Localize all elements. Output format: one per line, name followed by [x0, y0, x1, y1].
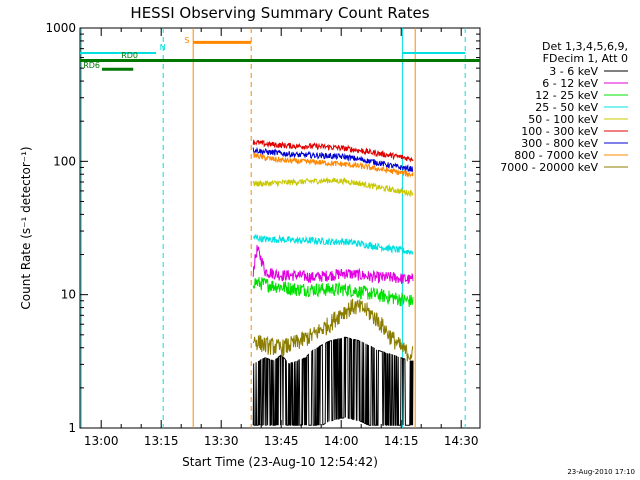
plot-frame [79, 27, 481, 429]
legend: Det 1,3,4,5,6,9,FDecim 1, Att 03 - 6 keV… [500, 40, 628, 174]
series-line [252, 298, 414, 362]
x-tick-label: 13:45 [264, 434, 299, 448]
series-line [253, 233, 414, 255]
x-tick-label: 14:00 [324, 434, 359, 448]
series-line [252, 177, 414, 198]
legend-entry: 12 - 25 keV [535, 89, 598, 102]
legend-entry: 100 - 300 keV [521, 125, 598, 138]
y-tick-label: 100 [53, 154, 76, 168]
series-line [252, 276, 414, 308]
legend-header: Det 1,3,4,5,6,9, [542, 40, 628, 53]
y-tick-label: 1 [68, 421, 76, 435]
chart-title: HESSI Observing Summary Count Rates [130, 4, 429, 22]
series-line [252, 139, 414, 163]
x-tick-label: 13:30 [204, 434, 239, 448]
legend-entry: 25 - 50 keV [535, 101, 598, 114]
footer-timestamp: 23-Aug-2010 17:10 [567, 468, 635, 476]
x-axis-label: Start Time (23-Aug-10 12:54:42) [182, 455, 378, 469]
x-axis: 13:00 13:15 13:30 13:45 14:00 14:15 14:30 [84, 28, 479, 448]
y-tick-label: 10 [61, 288, 76, 302]
legend-entry: 50 - 100 keV [528, 113, 598, 126]
legend-entry: 300 - 800 keV [521, 137, 598, 150]
legend-header: FDecim 1, Att 0 [543, 52, 628, 65]
x-tick-label: 13:00 [84, 434, 119, 448]
legend-entry: 7000 - 20000 keV [500, 161, 598, 174]
x-tick-label: 13:15 [144, 434, 179, 448]
legend-entry: 6 - 12 keV [542, 77, 598, 90]
y-tick-label: 1000 [45, 21, 76, 35]
series-line [252, 146, 414, 173]
y-axis-label: Count Rate (s⁻¹ detector⁻¹) [19, 146, 33, 309]
mode-label: N [160, 43, 166, 52]
y-axis: 1 10 100 1000 [45, 21, 480, 435]
series-line [252, 336, 414, 426]
legend-entry: 3 - 6 keV [549, 65, 598, 78]
plot-area [79, 27, 481, 429]
series-line [253, 151, 414, 178]
x-tick-label: 14:15 [384, 434, 419, 448]
series-line [252, 244, 414, 285]
mode-label: RD6 [83, 61, 100, 70]
legend-entry: 800 - 7000 keV [514, 149, 598, 162]
mode-markers: N S RD0 RD6 [80, 28, 480, 428]
x-tick-label: 14:30 [444, 434, 479, 448]
mode-label: RD0 [121, 51, 138, 60]
mode-label: S [184, 36, 189, 45]
series-lines [252, 139, 414, 426]
